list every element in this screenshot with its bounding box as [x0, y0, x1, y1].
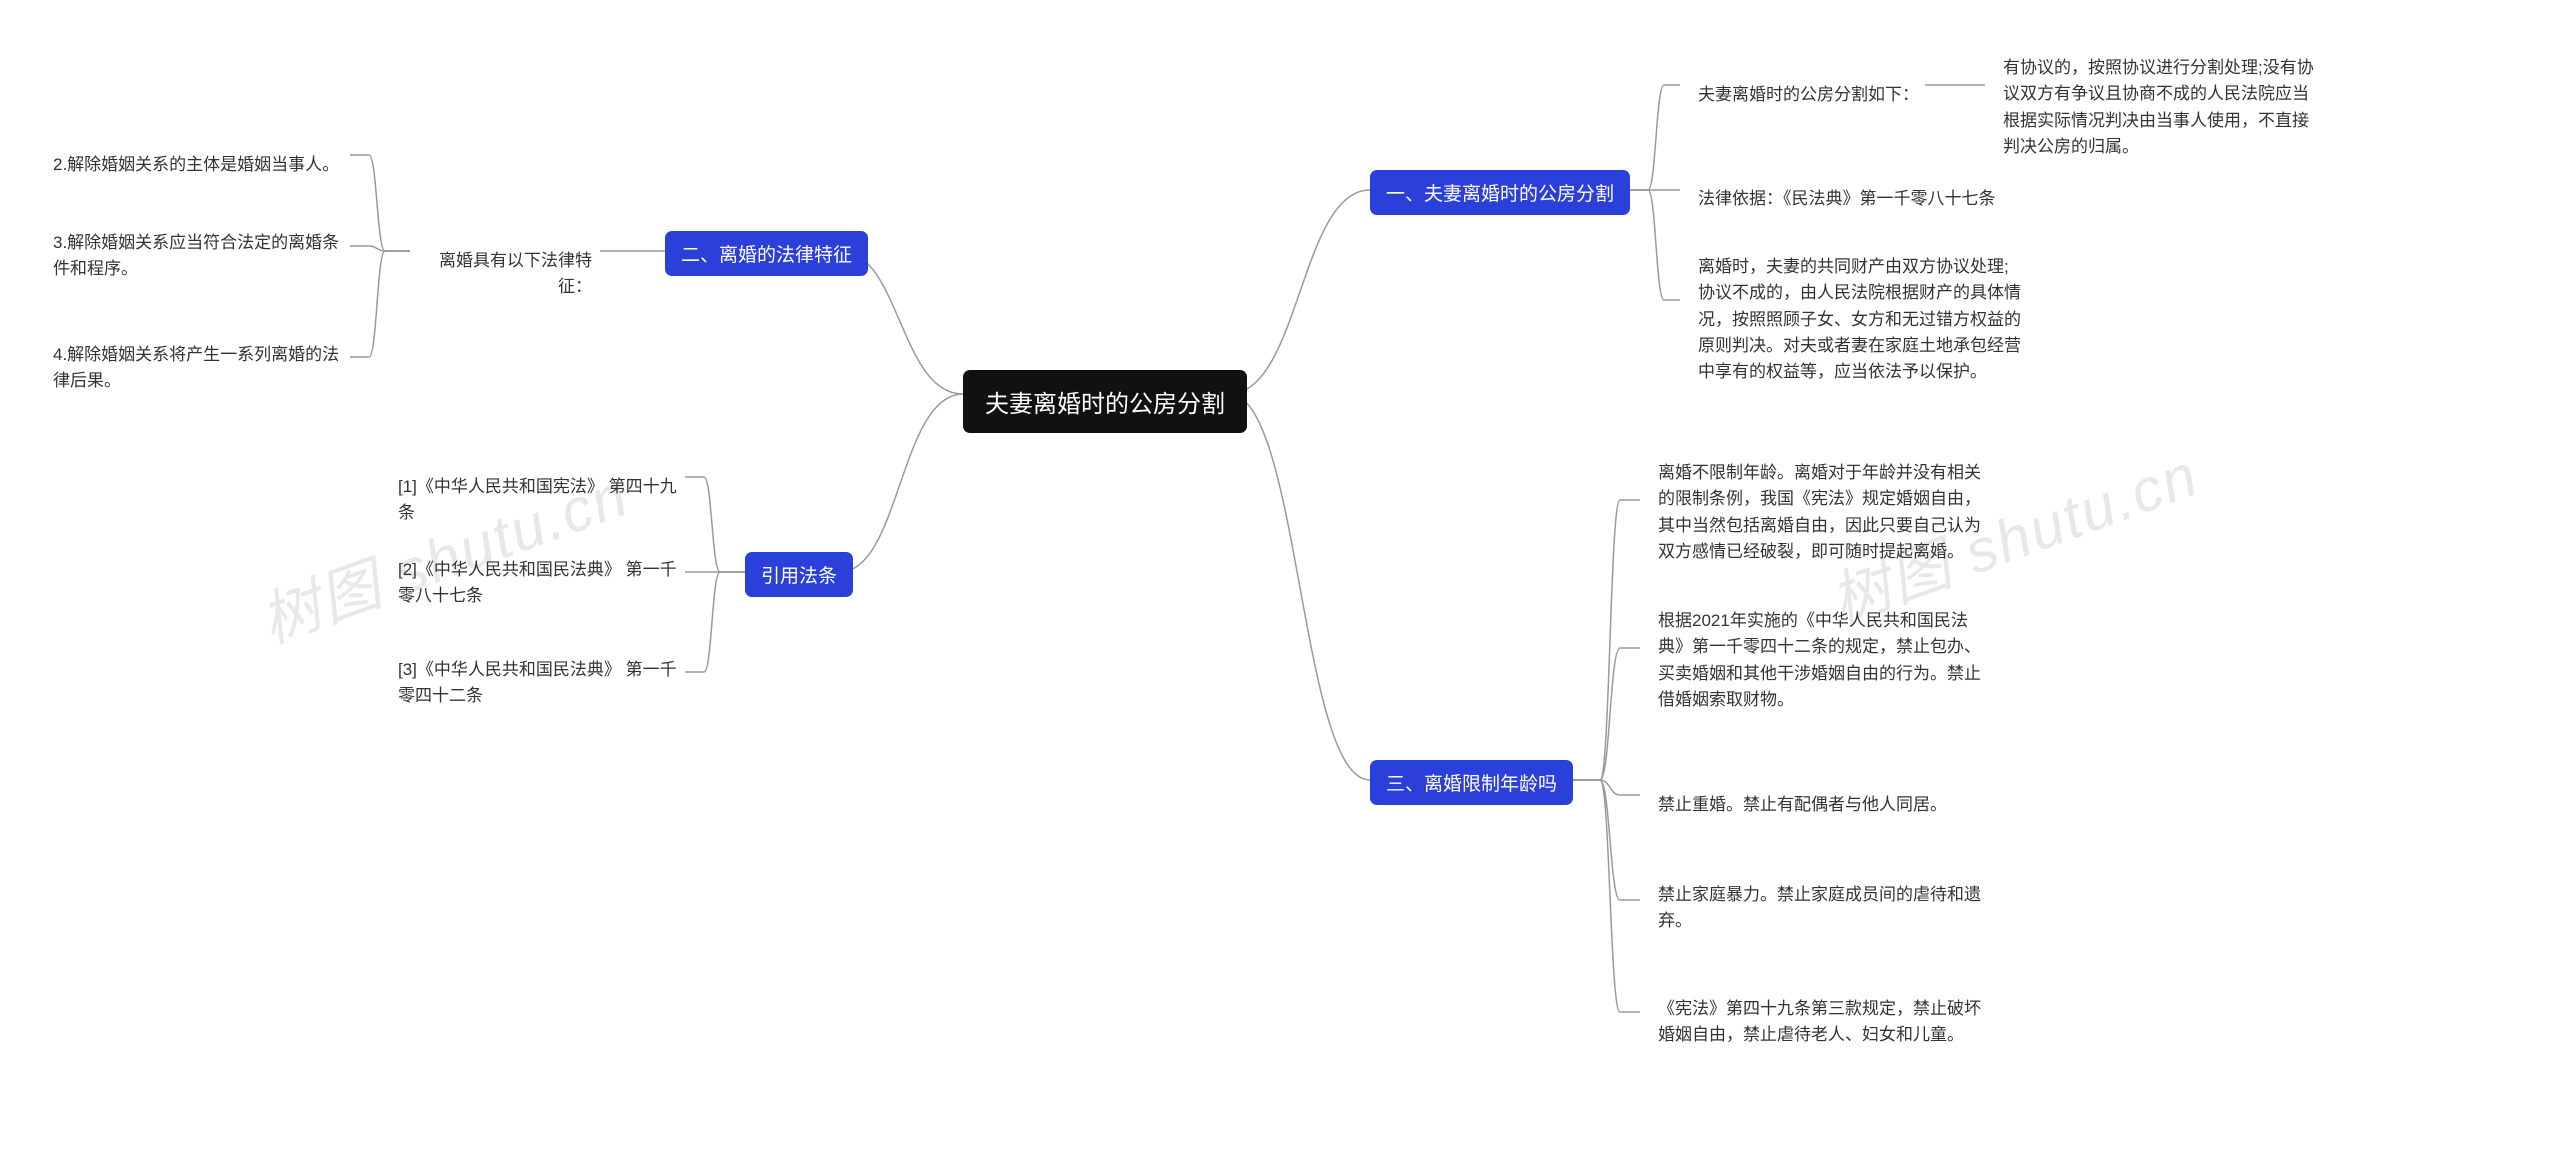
- leaf-node: [3]《中华人民共和国民法典》 第一千零四十二条: [380, 647, 700, 720]
- leaf-node: 3.解除婚姻关系应当符合法定的离婚条件和程序。: [35, 220, 365, 293]
- leaf-node: 夫妻离婚时的公房分割如下：: [1680, 72, 1937, 118]
- section-label: 引用法条: [761, 566, 837, 587]
- leaf-node: 离婚不限制年龄。离婚对于年龄并没有相关的限制条例，我国《宪法》规定婚姻自由，其中…: [1640, 450, 2000, 575]
- leaf-node: 2.解除婚姻关系的主体是婚姻当事人。: [35, 142, 357, 188]
- section-label: 二、离婚的法律特征: [681, 245, 852, 266]
- mindmap-root[interactable]: 夫妻离婚时的公房分割: [963, 370, 1247, 433]
- leaf-node: 法律依据：《民法典》第一千零八十七条: [1680, 176, 2014, 222]
- leaf-node: 离婚具有以下法律特征：: [410, 238, 610, 311]
- leaf-node: 《宪法》第四十九条第三款规定，禁止破坏婚姻自由，禁止虐待老人、妇女和儿童。: [1640, 986, 2000, 1059]
- root-label: 夫妻离婚时的公房分割: [985, 391, 1225, 418]
- leaf-node: 4.解除婚姻关系将产生一系列离婚的法律后果。: [35, 332, 365, 405]
- section-right-1[interactable]: 一、夫妻离婚时的公房分割: [1370, 170, 1630, 215]
- section-left-cite[interactable]: 引用法条: [745, 552, 853, 597]
- leaf-node: [2]《中华人民共和国民法典》 第一千零八十七条: [380, 547, 700, 620]
- section-left-2[interactable]: 二、离婚的法律特征: [665, 231, 868, 276]
- leaf-node: 禁止家庭暴力。禁止家庭成员间的虐待和遗弃。: [1640, 872, 2000, 945]
- section-right-3[interactable]: 三、离婚限制年龄吗: [1370, 760, 1573, 805]
- leaf-node: 禁止重婚。禁止有配偶者与他人同居。: [1640, 782, 1965, 828]
- leaf-node: 离婚时，夫妻的共同财产由双方协议处理;协议不成的，由人民法院根据财产的具体情况，…: [1680, 244, 2040, 396]
- leaf-node: [1]《中华人民共和国宪法》 第四十九条: [380, 464, 700, 537]
- leaf-node: 有协议的，按照协议进行分割处理;没有协议双方有争议且协商不成的人民法院应当根据实…: [1985, 45, 2335, 170]
- leaf-node: 根据2021年实施的《中华人民共和国民法典》第一千零四十二条的规定，禁止包办、买…: [1640, 598, 2000, 723]
- section-label: 一、夫妻离婚时的公房分割: [1386, 184, 1614, 205]
- section-label: 三、离婚限制年龄吗: [1386, 774, 1557, 795]
